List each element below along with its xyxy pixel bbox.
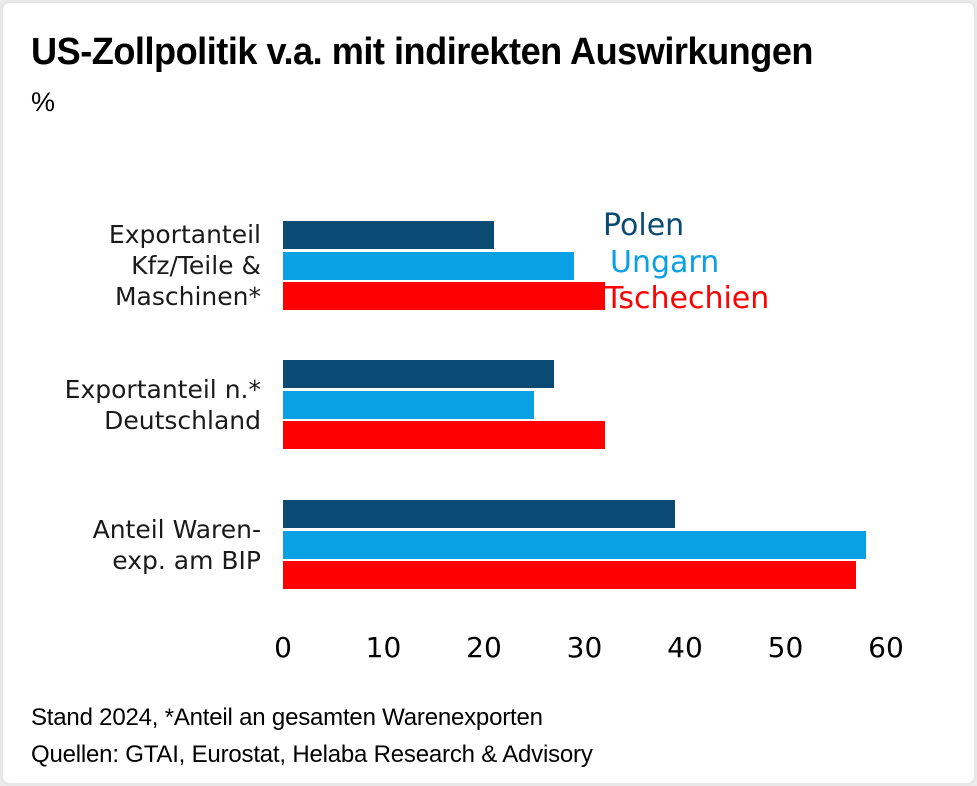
- bar-ungarn-group1: [283, 251, 575, 280]
- x-tick-label: 0: [274, 631, 292, 664]
- unit-label: %: [31, 87, 56, 117]
- x-tick-label: 50: [767, 631, 804, 664]
- x-tick-label: 20: [466, 631, 502, 664]
- legend-item-tschechien: Tschechien: [605, 281, 770, 316]
- legend-item-polen: Polen: [603, 208, 685, 243]
- chart-area: Exportanteil Kfz/Teile & Maschinen* Exporta…: [3, 3, 974, 783]
- bar-polen-group1: [283, 221, 495, 249]
- category-label: Exportanteil n.* Deutschland: [64, 374, 261, 435]
- source-line: Quellen: GTAI, Eurostat, Helaba Research…: [31, 741, 593, 768]
- x-tick-label: 10: [365, 631, 402, 664]
- x-tick-label: 60: [868, 631, 904, 664]
- x-tick-label: 40: [667, 631, 703, 664]
- category-label: Exportanteil Kfz/Teile & Maschinen*: [108, 220, 261, 311]
- page-title: US-Zollpolitik v.a. mit indirekten Auswi…: [31, 31, 813, 73]
- bar-polen-group2: [283, 360, 555, 388]
- footnote: Stand 2024, *Anteil an gesamten Warenexp…: [31, 704, 543, 731]
- bar-ungarn-group3: [283, 530, 866, 559]
- x-tick-label: 30: [566, 631, 603, 664]
- bar-polen-group3: [283, 500, 675, 528]
- category-label: Anteil Waren-exp. am BIP: [92, 514, 261, 575]
- legend-item-ungarn: Ungarn: [610, 245, 720, 280]
- bar-tschechien-group2: [283, 421, 605, 449]
- bar-tschechien-group3: [283, 561, 856, 589]
- bar-ungarn-group2: [283, 390, 535, 419]
- bar-tschechien-group1: [283, 282, 605, 310]
